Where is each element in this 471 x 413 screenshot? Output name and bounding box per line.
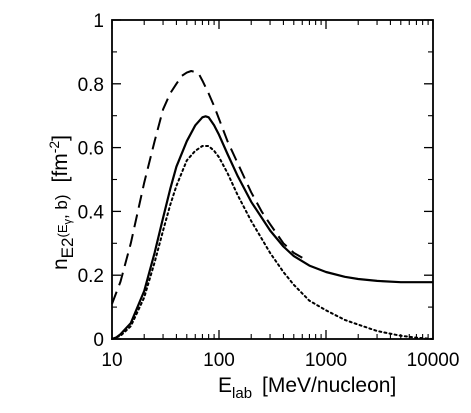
x-axis-label-main: E xyxy=(218,374,232,397)
series-line-dotted xyxy=(111,145,434,340)
y-tick-label: 0.2 xyxy=(78,266,104,287)
series-layer xyxy=(111,70,434,341)
x-tick-label: 10000 xyxy=(407,350,460,371)
y-axis-label-args-end: , b) xyxy=(52,194,71,219)
y-tick-label: 0.6 xyxy=(78,139,104,160)
y-axis-label-args: (E xyxy=(55,224,70,237)
x-tick-label: 1000 xyxy=(305,350,347,371)
y-axis-label-unit-open: [fm xyxy=(49,153,72,182)
x-axis-label-unit: [MeV/nucleon] xyxy=(262,374,396,397)
y-tick-label: 0.4 xyxy=(78,202,105,223)
x-tick-label: 100 xyxy=(203,350,235,371)
x-tick-label: 10 xyxy=(101,350,122,371)
y-tick-label: 0.8 xyxy=(78,75,104,96)
y-axis-label-sub: E2 xyxy=(58,238,77,259)
y-axis-label-unit-exp: -2 xyxy=(46,141,62,154)
ticks-layer: 10 100 1000 10000 0 0.2 0.4 0.6 0.8 1 xyxy=(78,11,460,371)
series-line-dashed xyxy=(111,70,303,305)
y-axis-label-main: n xyxy=(49,258,72,270)
y-tick-label: 1 xyxy=(93,11,104,32)
series-line-solid xyxy=(111,115,433,341)
y-tick-label: 0 xyxy=(93,330,104,351)
y-axis-label: nE2(Eγ, b) [fm-2] xyxy=(46,135,77,270)
x-axis-label: Elab [MeV/nucleon] xyxy=(218,374,396,402)
y-axis-label-unit-close: ] xyxy=(49,135,72,141)
y-axis-label-gamma: γ xyxy=(62,219,74,225)
plot-frame xyxy=(111,19,434,340)
x-axis-label-sub: lab xyxy=(232,385,252,402)
